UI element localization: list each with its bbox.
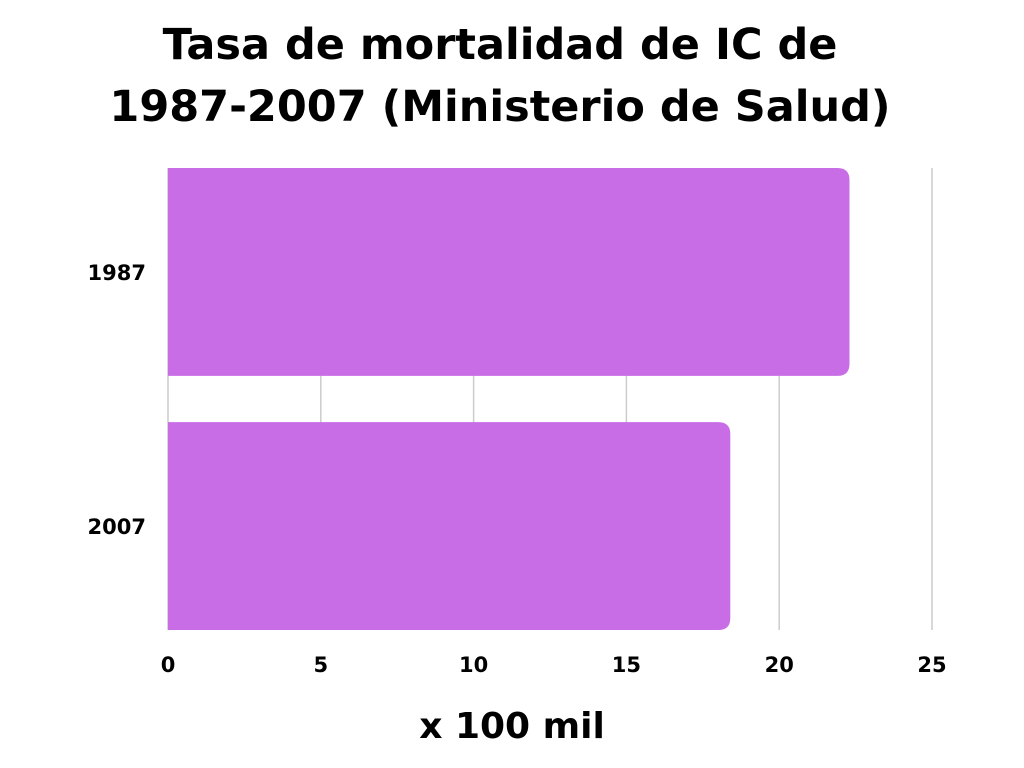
x-axis-label: x 100 mil [419,706,605,747]
x-tick-label: 5 [313,653,328,677]
bar-2007 [168,422,731,630]
category-labels: 1987 2007 [88,261,146,539]
x-tick-label: 15 [612,653,641,677]
category-label-1987: 1987 [88,261,146,285]
x-tick-label: 25 [917,653,946,677]
chart-title: Tasa de mortalidad de IC de 1987-2007 (M… [40,14,960,138]
x-tick-label: 0 [161,653,176,677]
chart-title-line-1: Tasa de mortalidad de IC de [162,20,838,70]
bar-layer [168,168,850,630]
x-tick-labels: 0 5 10 15 20 25 [161,653,947,677]
category-label-2007: 2007 [88,515,146,539]
x-tick-label: 10 [459,653,488,677]
chart-title-line-2: 1987-2007 (Ministerio de Salud) [109,82,891,132]
x-tick-label: 20 [765,653,794,677]
bar-1987 [168,168,850,376]
